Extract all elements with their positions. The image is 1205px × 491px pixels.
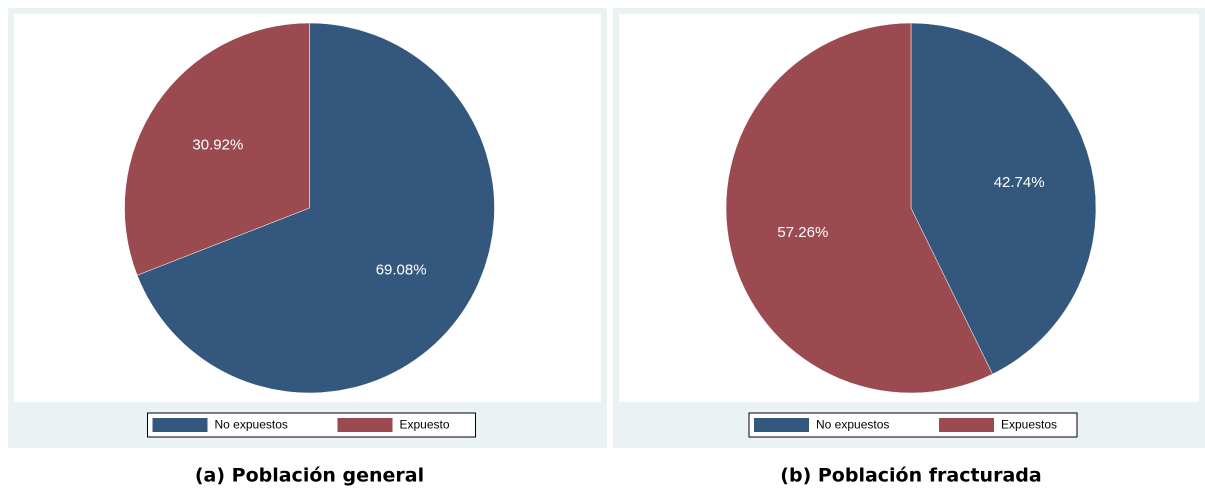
pie-slice bbox=[725, 22, 993, 394]
legend-label: Expuesto bbox=[400, 418, 450, 432]
legend-label: Expuestos bbox=[1001, 418, 1057, 432]
pie-slice bbox=[136, 22, 495, 394]
legend-swatch bbox=[337, 418, 393, 432]
legend-label: No expuestos bbox=[816, 418, 889, 432]
legend-swatch bbox=[152, 418, 208, 432]
pie-slice bbox=[910, 22, 1097, 375]
slice-label: 30.92% bbox=[192, 136, 243, 153]
slice-label: 57.26% bbox=[777, 224, 828, 241]
legend-label: No expuestos bbox=[215, 418, 288, 432]
caption: (b) Población fracturada bbox=[780, 465, 1041, 487]
caption: (a) Población general bbox=[195, 465, 424, 487]
legend-swatch bbox=[939, 418, 994, 432]
slice-label: 42.74% bbox=[994, 174, 1045, 191]
pie-slice bbox=[124, 22, 310, 276]
legend-swatch bbox=[754, 418, 809, 432]
slice-label: 69.08% bbox=[376, 262, 427, 279]
